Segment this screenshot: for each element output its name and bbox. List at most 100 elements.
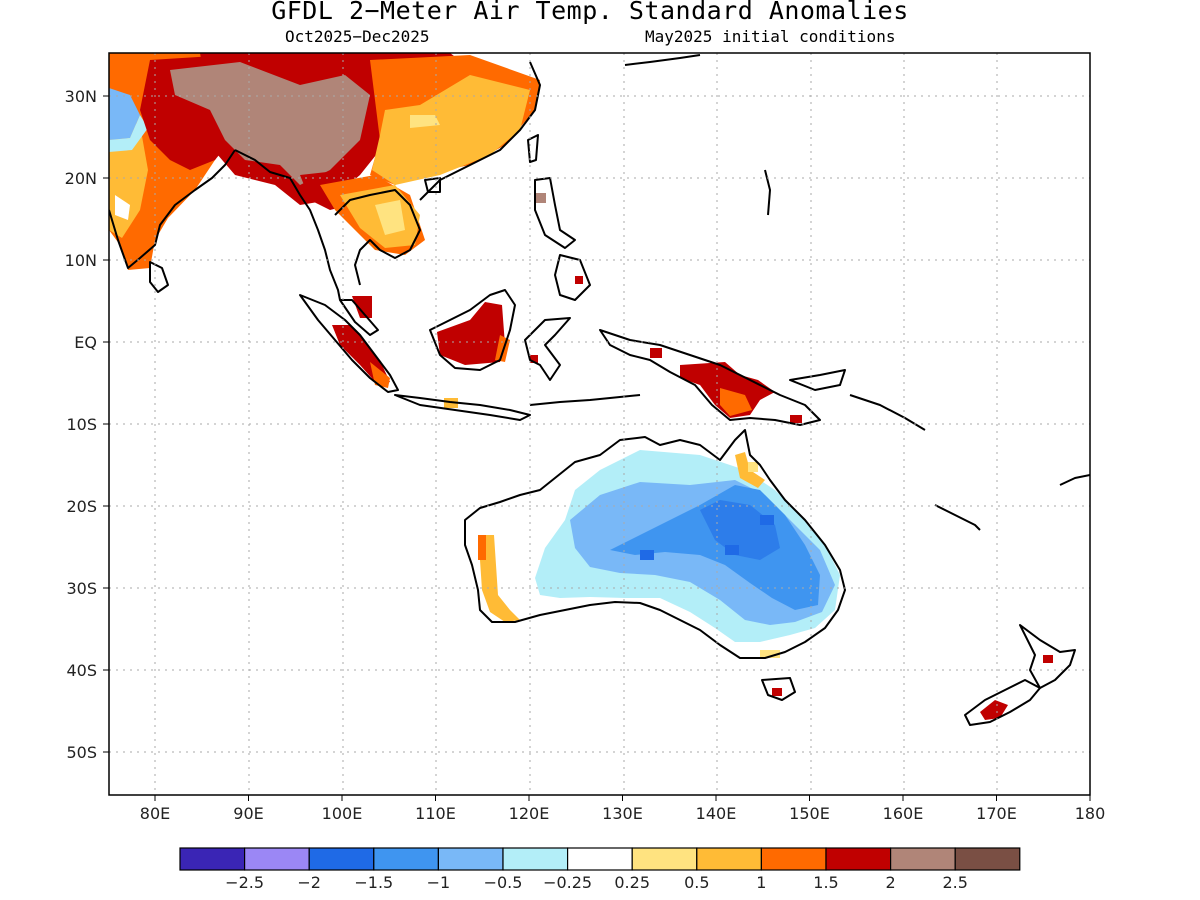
anomaly-borneo bbox=[437, 302, 505, 365]
anomaly-india-cold bbox=[109, 88, 140, 140]
coastlines bbox=[109, 54, 1090, 726]
anomaly-luzon-2 bbox=[532, 203, 542, 215]
coast-marianas bbox=[764, 169, 771, 216]
coast-india bbox=[109, 149, 236, 269]
lon-label: 80E bbox=[140, 804, 170, 823]
anomaly-china-light bbox=[372, 75, 530, 185]
anomaly-solomons bbox=[790, 415, 802, 423]
anomaly-china-pale bbox=[410, 115, 440, 128]
anomaly-wa-coast bbox=[480, 535, 520, 622]
coast-bay-of-bengal bbox=[234, 149, 341, 301]
coast-new-guinea bbox=[599, 329, 821, 426]
anomaly-vic-coast bbox=[760, 650, 780, 658]
coast-malaya bbox=[339, 299, 379, 336]
anomaly-india-white bbox=[115, 195, 130, 220]
anomaly-new-guinea bbox=[680, 362, 775, 418]
coast-solomons bbox=[849, 394, 926, 431]
colorbar-label: −1 bbox=[427, 873, 451, 892]
coast-australia bbox=[464, 429, 846, 659]
coast-taiwan bbox=[527, 134, 539, 163]
anomaly-australia-core-1 bbox=[760, 515, 774, 525]
colorbar-label: −0.5 bbox=[484, 873, 523, 892]
colorbar-swatch bbox=[566, 847, 633, 871]
lon-label: 150E bbox=[789, 804, 830, 823]
lon-label: 130E bbox=[602, 804, 643, 823]
colorbar-label: 1.5 bbox=[813, 873, 838, 892]
colorbar-swatch bbox=[760, 847, 827, 871]
coast-borneo bbox=[429, 289, 516, 371]
colorbar-swatch bbox=[954, 847, 1021, 871]
initial-conditions-subtitle: May2025 initial conditions bbox=[645, 27, 896, 46]
colorbar-swatch bbox=[889, 847, 956, 871]
coast-nz-south bbox=[964, 679, 1041, 726]
latitude-labels: 30N 20N 10N EQ 10S 20S 30S 40S 50S bbox=[65, 87, 109, 762]
coast-vanuatu-fiji bbox=[1059, 474, 1090, 486]
coast-mindanao bbox=[554, 254, 591, 301]
anomaly-india-cold-edge bbox=[109, 115, 148, 152]
graticule bbox=[109, 53, 1090, 795]
anomaly-papua-bird bbox=[650, 348, 662, 358]
colorbar-label: 0.5 bbox=[684, 873, 709, 892]
lon-label: 180 bbox=[1075, 804, 1106, 823]
anomaly-new-guinea-edge bbox=[720, 388, 752, 416]
map-field bbox=[109, 53, 1053, 720]
coast-luzon bbox=[534, 177, 576, 249]
colorbar-label: −0.25 bbox=[543, 873, 592, 892]
colorbar-label: 2.5 bbox=[942, 873, 967, 892]
colorbar-swatch bbox=[244, 847, 310, 871]
lon-label: 90E bbox=[233, 804, 263, 823]
period-subtitle: Oct2025−Dec2025 bbox=[285, 27, 430, 46]
colorbar-label: 1 bbox=[756, 873, 766, 892]
colorbar-swatch bbox=[502, 847, 569, 871]
lon-label: 160E bbox=[883, 804, 924, 823]
coast-sumatra bbox=[299, 294, 399, 393]
lat-label: 40S bbox=[66, 661, 97, 680]
anomaly-australia-core-2 bbox=[725, 545, 739, 555]
colorbar-swatch bbox=[373, 847, 439, 871]
colorbar-swatch bbox=[696, 847, 762, 871]
colorbar-label: −2.5 bbox=[225, 873, 264, 892]
coast-nz-north bbox=[1019, 624, 1076, 689]
anomaly-mindanao bbox=[575, 276, 583, 284]
coast-lesser-sundas bbox=[529, 394, 641, 406]
colorbar-label: 0.25 bbox=[614, 873, 650, 892]
coast-sri-lanka bbox=[149, 261, 169, 293]
anomaly-nz-north bbox=[1043, 655, 1053, 663]
coast-japan bbox=[624, 54, 701, 66]
colorbar-swatch bbox=[631, 847, 698, 871]
colorbar-swatch bbox=[437, 847, 504, 871]
anomaly-wa-coast-2 bbox=[478, 535, 486, 560]
map-title: GFDL 2−Meter Air Temp. Standard Anomalie… bbox=[271, 0, 909, 25]
anomaly-sumatra bbox=[352, 296, 372, 318]
lat-label: 30N bbox=[65, 87, 97, 106]
anomaly-australia-core-3 bbox=[640, 550, 654, 560]
lat-label: 10N bbox=[65, 251, 97, 270]
coast-indochina bbox=[334, 189, 421, 286]
coast-hainan bbox=[424, 177, 441, 193]
colorbar: −2.5 −2 −1.5 −1 −0.5 −0.25 0.25 0.5 1 1.5 2 2.5 bbox=[179, 847, 1021, 892]
colorbar-swatch bbox=[825, 847, 892, 871]
colorbar-label: −2 bbox=[297, 873, 321, 892]
colorbar-label: −1.5 bbox=[354, 873, 393, 892]
coast-new-caledonia bbox=[934, 504, 981, 531]
coast-java bbox=[394, 394, 531, 421]
anomaly-luzon bbox=[536, 193, 546, 203]
colorbar-swatch bbox=[308, 847, 375, 871]
anomaly-nz-south bbox=[980, 700, 1008, 720]
lat-label: 30S bbox=[66, 579, 97, 598]
lat-label: 20S bbox=[66, 497, 97, 516]
lon-label: 100E bbox=[322, 804, 363, 823]
lon-label: 140E bbox=[696, 804, 737, 823]
anomaly-indochina-pale bbox=[375, 200, 405, 235]
coast-tasmania bbox=[761, 677, 796, 701]
anomaly-tasmania bbox=[772, 688, 782, 696]
lon-label: 170E bbox=[976, 804, 1017, 823]
anomaly-qld-pale bbox=[748, 462, 758, 472]
anomaly-tibet-brown bbox=[170, 62, 370, 185]
longitude-labels: 80E 90E 100E 110E 120E 130E 140E 150E 160E 170E 18… bbox=[140, 795, 1106, 823]
colorbar-swatch bbox=[179, 847, 246, 871]
lat-label: 10S bbox=[66, 415, 97, 434]
colorbar-label: 2 bbox=[886, 873, 896, 892]
lon-label: 120E bbox=[509, 804, 550, 823]
